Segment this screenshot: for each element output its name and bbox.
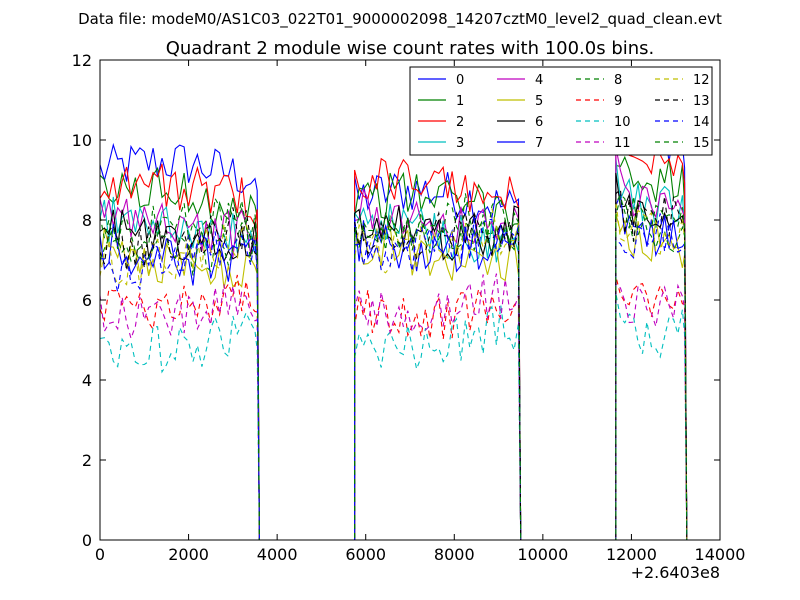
x-tick-label: 0 — [95, 545, 105, 564]
x-tick-label: 2000 — [168, 545, 209, 564]
series-line-1 — [99, 155, 688, 541]
x-tick-label: 12000 — [606, 545, 657, 564]
legend-label-13: 13 — [693, 94, 710, 109]
x-tick-label: 4000 — [257, 545, 298, 564]
axis-ticks: 0 2000 4000 6000 8000 10000 12000 1400002468101… — [72, 51, 746, 564]
legend-label-15: 15 — [693, 136, 710, 151]
x-tick-label: 6000 — [345, 545, 386, 564]
x-tick-label: 8000 — [434, 545, 475, 564]
legend-label-0: 0 — [456, 73, 464, 88]
legend-label-10: 10 — [614, 115, 631, 130]
y-tick-label: 10 — [72, 131, 92, 150]
series-line-15 — [99, 193, 688, 541]
x-offset-label: +2.6403e8 — [631, 563, 720, 582]
legend-label-11: 11 — [614, 136, 631, 151]
series-line-10 — [99, 293, 688, 541]
y-tick-label: 12 — [72, 51, 92, 70]
legend-label-7: 7 — [535, 136, 543, 151]
legend-label-8: 8 — [614, 73, 622, 88]
series-line-0 — [99, 116, 688, 541]
x-tick-label: 10000 — [517, 545, 568, 564]
series-line-6 — [99, 172, 688, 541]
y-tick-label: 0 — [82, 531, 92, 550]
y-tick-label: 8 — [82, 211, 92, 230]
legend-label-1: 1 — [456, 94, 464, 109]
series-line-8 — [99, 193, 688, 541]
legend-label-14: 14 — [693, 115, 710, 130]
legend-label-9: 9 — [614, 94, 622, 109]
series-line-12 — [99, 201, 688, 541]
series-line-9 — [99, 274, 688, 541]
y-tick-label: 4 — [82, 371, 92, 390]
series-line-11 — [99, 273, 688, 541]
legend-label-6: 6 — [535, 115, 543, 130]
legend-label-3: 3 — [456, 136, 464, 151]
legend-label-5: 5 — [535, 94, 543, 109]
y-tick-label: 6 — [82, 291, 92, 310]
series-line-3 — [99, 158, 688, 541]
legend-label-4: 4 — [535, 73, 543, 88]
series-line-14 — [99, 213, 688, 541]
y-tick-label: 2 — [82, 451, 92, 470]
series-line-5 — [99, 213, 688, 541]
figure-suptitle: Data file: modeM0/AS1C03_022T01_90000020… — [78, 10, 722, 29]
chart-title: Quadrant 2 module wise count rates with … — [166, 38, 655, 59]
x-tick-label: 14000 — [695, 545, 746, 564]
series-line-4 — [99, 147, 688, 541]
series-line-13 — [99, 188, 688, 541]
legend-box — [409, 66, 713, 156]
legend-label-12: 12 — [693, 73, 710, 88]
legend-label-2: 2 — [456, 115, 464, 130]
plot-lines — [99, 116, 688, 541]
